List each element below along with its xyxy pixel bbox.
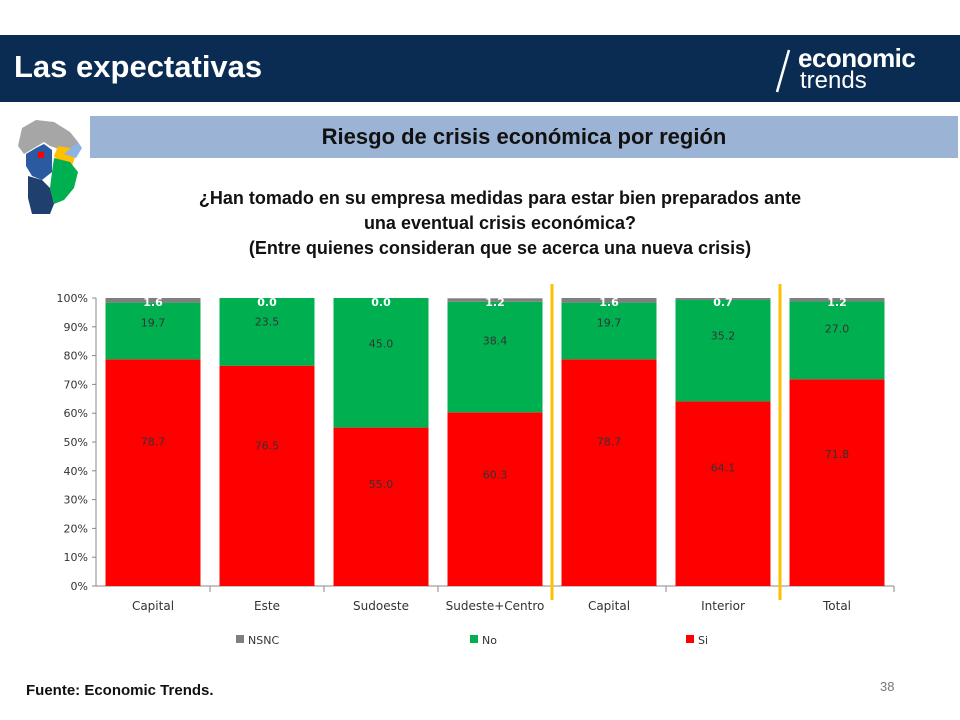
bar-segment-nsnc [789, 298, 885, 302]
bar-segment-si [447, 412, 543, 586]
data-label-si: 78.7 [141, 435, 166, 448]
data-label-no: 19.7 [141, 316, 166, 329]
source-note: Fuente: Economic Trends. [26, 682, 214, 699]
bar-segment-no [219, 298, 315, 366]
page-title: Las expectativas [14, 49, 263, 84]
header-bar: Las expectativas economic trends [0, 35, 960, 102]
y-tick-label: 20% [64, 522, 88, 535]
data-label-si: 76.5 [255, 439, 280, 452]
bar-segment-no [675, 300, 771, 402]
data-label-no: 35.2 [711, 329, 736, 342]
y-tick-label: 90% [64, 321, 88, 334]
data-label-si: 60.3 [483, 468, 508, 481]
bar-segment-si [333, 427, 429, 586]
chart-subtitle: Riesgo de crisis económica por región [321, 124, 727, 149]
x-tick-label: Interior [701, 599, 745, 613]
bar-segment-no [105, 302, 201, 360]
data-label-no: 45.0 [369, 337, 394, 350]
legend-swatch-nsnc [236, 635, 244, 643]
y-tick-label: 60% [64, 407, 88, 420]
logo-slash-icon [775, 49, 791, 93]
x-tick-label: Capital [132, 599, 174, 613]
subtitle-band: Riesgo de crisis económica por región [90, 116, 958, 158]
survey-question: ¿Han tomado en su empresa medidas para e… [130, 186, 870, 261]
data-label-no: 19.7 [597, 316, 622, 329]
bar-segment-no [789, 301, 885, 380]
logo-word-trends: trends [800, 67, 867, 94]
logo-word-economic: economic [798, 43, 916, 73]
x-tick-label: Total [822, 599, 851, 613]
x-tick-label: Este [254, 599, 280, 613]
legend-swatch-no [470, 635, 478, 643]
page-number: 38 [880, 679, 895, 694]
question-line-2: una eventual crisis económica? [363, 213, 637, 233]
data-label-nsnc: 0.0 [257, 296, 277, 309]
data-label-si: 78.7 [597, 435, 622, 448]
data-label-nsnc: 0.7 [713, 296, 733, 309]
question-line-1: ¿Han tomado en su empresa medidas para e… [198, 188, 802, 208]
data-label-no: 23.5 [255, 316, 280, 329]
bar-segment-nsnc [675, 298, 771, 301]
region-map-icon [18, 120, 82, 214]
data-label-nsnc: 0.0 [371, 296, 391, 309]
y-tick-label: 10% [64, 551, 88, 564]
y-tick-label: 40% [64, 465, 88, 478]
x-tick-label: Capital [588, 599, 630, 613]
data-label-nsnc: 1.6 [599, 296, 619, 309]
y-tick-label: 30% [64, 494, 88, 507]
economic-trends-logo: economic trends [774, 41, 954, 97]
data-label-si: 71.8 [825, 448, 850, 461]
bar-segment-si [561, 359, 657, 586]
bar-segment-no [447, 301, 543, 413]
data-label-si: 64.1 [711, 462, 736, 475]
bar-segment-si [789, 379, 885, 586]
data-label-si: 55.0 [369, 478, 394, 491]
bar-segment-nsnc [561, 298, 657, 303]
bar-segment-si [675, 401, 771, 586]
data-label-nsnc: 1.2 [485, 296, 505, 309]
legend-label-nsnc: NSNC [248, 634, 279, 647]
x-tick-label: Sudeste+Centro [446, 599, 545, 613]
bar-segment-si [219, 365, 315, 586]
legend-label-si: Si [698, 634, 708, 647]
data-label-nsnc: 1.6 [143, 296, 163, 309]
y-tick-label: 70% [64, 378, 88, 391]
legend-label-no: No [482, 634, 497, 647]
question-line-3: (Entre quienes consideran que se acerca … [248, 238, 752, 258]
x-tick-label: Sudoeste [353, 599, 409, 613]
data-label-no: 27.0 [825, 323, 850, 336]
stacked-bar-chart: 0% 10% 20% 30% 40% 50% 60% 70% 80% 90% 100% 78.7 19.… [57, 284, 895, 647]
bar-segment-nsnc [447, 298, 543, 302]
y-tick-label: 100% [57, 292, 88, 305]
bar-segment-no [561, 302, 657, 360]
bar-segment-no [333, 298, 429, 428]
y-tick-label: 50% [64, 436, 88, 449]
data-label-nsnc: 1.2 [827, 296, 847, 309]
bar-segment-nsnc [105, 298, 201, 303]
data-label-no: 38.4 [483, 334, 508, 347]
legend-swatch-si [686, 635, 694, 643]
y-tick-label: 80% [64, 350, 88, 363]
y-tick-label: 0% [71, 580, 88, 593]
bar-segment-si [105, 359, 201, 586]
